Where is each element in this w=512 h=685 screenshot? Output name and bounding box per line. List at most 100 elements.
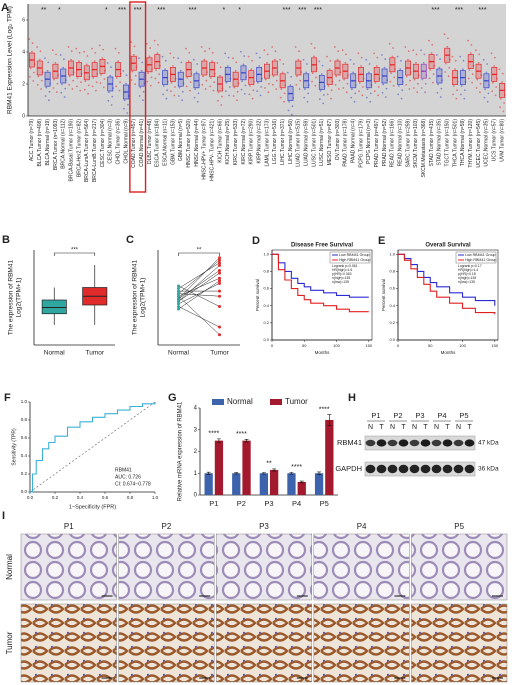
significance: * <box>238 7 241 14</box>
jitter-dot <box>106 62 109 64</box>
jitter-dot <box>95 89 97 92</box>
jitter-dot <box>445 62 447 65</box>
jitter-dot <box>195 71 198 74</box>
jitter-dot <box>447 75 450 78</box>
y-tick-label: 0.2 <box>389 320 395 325</box>
jitter-dot <box>444 71 447 73</box>
x-tick-label: BLCA.Tumor (n=408) <box>37 119 43 167</box>
x-tick-label: CHOL.Tumor (n=36) <box>115 119 121 165</box>
jitter-dot <box>283 92 286 95</box>
jitter-dot <box>98 44 101 47</box>
jitter-dot <box>157 81 160 84</box>
jitter-dot <box>99 82 102 85</box>
jitter-dot <box>48 90 51 93</box>
blot-band <box>431 464 442 474</box>
ihc-image <box>411 603 508 683</box>
jitter-dot <box>454 68 456 71</box>
jitter-dot <box>452 93 454 96</box>
stat-annotation: p(HR)=0.063 <box>332 272 352 276</box>
jitter-dot <box>146 80 149 83</box>
y-tick-label: 0.6 <box>263 286 269 291</box>
jitter-dot <box>177 95 180 97</box>
error-bar <box>299 480 304 484</box>
x-tick-label: BRCA-LumA.Tumor (n=564) <box>84 119 90 182</box>
x-tick-label: P2 <box>237 499 246 508</box>
jitter-dot <box>187 60 190 63</box>
x-tick-label: LIHC.Tumor (n=371) <box>280 119 286 165</box>
jitter-dot <box>32 80 35 82</box>
y-tick-label: 0 <box>22 113 25 119</box>
jitter-dot <box>399 59 402 62</box>
significance: **** <box>208 431 219 438</box>
jitter-dot <box>115 85 118 88</box>
legend-label: High RBM41 Group <box>339 258 370 262</box>
jitter-dot <box>178 86 181 89</box>
x-tick-label: STAD.Tumor (n=415) <box>429 119 435 167</box>
jitter-dot <box>45 86 48 89</box>
panel-label: A <box>1 2 9 14</box>
jitter-dot <box>318 98 321 101</box>
jitter-dot <box>440 87 443 90</box>
blot-band <box>398 439 409 447</box>
jitter-dot <box>467 39 469 42</box>
jitter-dot <box>147 72 150 75</box>
y-axis-label: Tumor <box>5 631 14 654</box>
x-tick-label: BRCA.Normal (n=112) <box>61 119 67 169</box>
jitter-dot <box>185 47 187 50</box>
jitter-dot <box>158 73 161 76</box>
y-tick-label: 0.8 <box>389 268 395 273</box>
jitter-dot <box>251 97 254 100</box>
tumor-point <box>218 325 221 329</box>
jitter-dot <box>185 85 188 88</box>
x-tick-label: CESC.Normal (n=3) <box>108 119 114 164</box>
blot-band <box>453 439 464 447</box>
jitter-dot <box>251 59 253 62</box>
blot-band <box>409 439 420 447</box>
jitter-dot <box>243 92 246 95</box>
significance: **** <box>291 464 302 471</box>
jitter-dot <box>314 84 317 87</box>
jitter-dot <box>228 94 231 97</box>
jitter-dot <box>36 46 39 48</box>
survival-curve <box>272 253 369 298</box>
jitter-dot <box>86 55 89 57</box>
jitter-dot <box>134 83 137 86</box>
panel-label: F <box>4 392 11 404</box>
jitter-dot <box>72 79 74 82</box>
y-tick-label: 0.0 <box>21 489 28 494</box>
jitter-dot <box>132 53 135 56</box>
x-tick-label: LIHC.Normal (n=50) <box>288 119 294 164</box>
stat-annotation: CI: 0.674−0.778 <box>115 481 151 487</box>
jitter-dot <box>258 65 261 67</box>
patient-label: P1 <box>371 411 380 420</box>
jitter-dot <box>250 68 253 71</box>
blot-band <box>387 439 398 447</box>
jitter-dot <box>390 72 392 75</box>
stat-annotation: RBM41 <box>115 467 132 473</box>
jitter-dot <box>249 85 251 87</box>
jitter-dot <box>162 85 165 87</box>
jitter-dot <box>63 96 66 98</box>
jitter-dot <box>470 43 473 46</box>
jitter-dot <box>367 71 370 74</box>
x-tick-label: KIRC.Tumor (n=533) <box>233 119 239 166</box>
x-tick-label: PRAD.Tumor (n=497) <box>374 119 380 168</box>
jitter-dot <box>224 52 227 55</box>
jitter-dot <box>281 71 284 74</box>
legend-label: Normal <box>227 397 253 406</box>
ihc-image <box>215 603 313 683</box>
jitter-dot <box>63 58 65 61</box>
jitter-dot <box>343 78 345 81</box>
pair-line <box>178 306 220 328</box>
jitter-dot <box>274 50 277 53</box>
jitter-dot <box>47 61 50 64</box>
blot-band <box>365 464 376 474</box>
jitter-dot <box>454 59 457 62</box>
jitter-dot <box>91 47 93 50</box>
significance: * <box>58 7 61 14</box>
jitter-dot <box>462 59 465 62</box>
jitter-dot <box>456 89 458 92</box>
jitter-dot <box>37 75 40 78</box>
jitter-dot <box>306 100 309 103</box>
x-tick-label: 0.0 <box>27 495 34 500</box>
